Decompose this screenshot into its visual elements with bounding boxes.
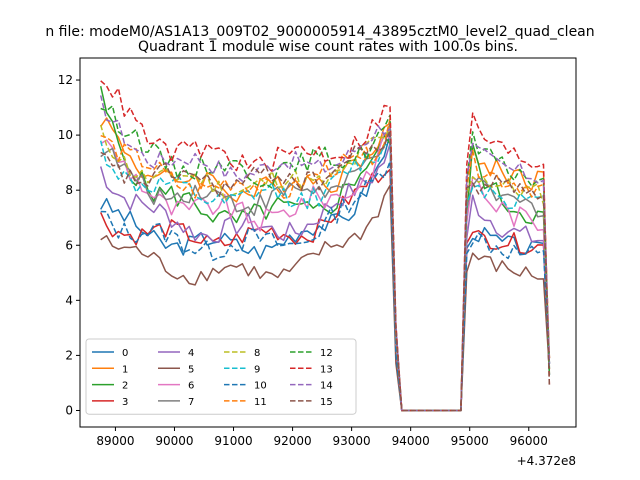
x-tick-label: 92000 xyxy=(273,434,311,448)
legend-label-14: 14 xyxy=(320,381,333,392)
legend-label-10: 10 xyxy=(254,381,267,392)
legend-label-5: 5 xyxy=(188,364,194,375)
plot-frame xyxy=(79,57,577,428)
legend-label-0: 0 xyxy=(122,348,128,359)
series-line-7 xyxy=(100,122,551,412)
series-line-4 xyxy=(99,143,551,412)
legend-label-6: 6 xyxy=(188,381,194,392)
legend-label-15: 15 xyxy=(320,397,333,408)
x-tick-label: 90000 xyxy=(155,434,193,448)
series-line-15 xyxy=(100,129,551,412)
legend-label-4: 4 xyxy=(188,348,194,359)
y-tick-label: 4 xyxy=(65,293,73,307)
x-tick-label: 96000 xyxy=(510,434,548,448)
x-tick-label: 93000 xyxy=(333,434,371,448)
series-line-12 xyxy=(100,105,551,412)
series-layer xyxy=(99,80,551,412)
legend-label-12: 12 xyxy=(320,348,333,359)
series-line-5 xyxy=(100,184,551,412)
x-tick-label: 91000 xyxy=(214,434,252,448)
series-line-2 xyxy=(99,86,551,412)
x-offset-label: +4.372e8 xyxy=(517,454,576,468)
series-line-9 xyxy=(99,140,551,412)
x-tick-label: 94000 xyxy=(392,434,430,448)
series-line-11 xyxy=(100,118,551,412)
legend-label-11: 11 xyxy=(254,397,267,408)
figure-suptitle: n file: modeM0/AS1A13_009T02_9000005914_… xyxy=(45,24,594,40)
series-line-14 xyxy=(99,95,551,412)
y-tick-label: 8 xyxy=(65,183,73,197)
legend-label-7: 7 xyxy=(188,397,194,408)
series-line-10 xyxy=(100,160,551,412)
y-tick-label: 6 xyxy=(65,238,73,252)
y-tick-label: 0 xyxy=(65,403,73,417)
x-axis: 89000 90000 91000 92000 93000 94000 95000 96000 xyxy=(96,427,548,448)
legend-label-2: 2 xyxy=(122,381,128,392)
series-line-8 xyxy=(99,124,551,412)
legend-frame xyxy=(85,338,357,415)
legend-label-9: 9 xyxy=(254,364,260,375)
y-axis: 0 2 4 6 8 10 12 xyxy=(58,73,80,417)
chart-title: Quadrant 1 module wise count rates with … xyxy=(138,39,518,55)
legend-label-1: 1 xyxy=(122,364,128,375)
x-tick-label: 95000 xyxy=(451,434,489,448)
y-tick-label: 2 xyxy=(65,348,73,362)
series-line-13 xyxy=(100,80,551,412)
legend-label-8: 8 xyxy=(254,348,260,359)
y-tick-label: 10 xyxy=(58,128,73,142)
legend-label-13: 13 xyxy=(320,364,333,375)
x-tick-label: 89000 xyxy=(96,434,134,448)
legend-label-3: 3 xyxy=(122,397,128,408)
y-tick-label: 12 xyxy=(58,73,73,87)
